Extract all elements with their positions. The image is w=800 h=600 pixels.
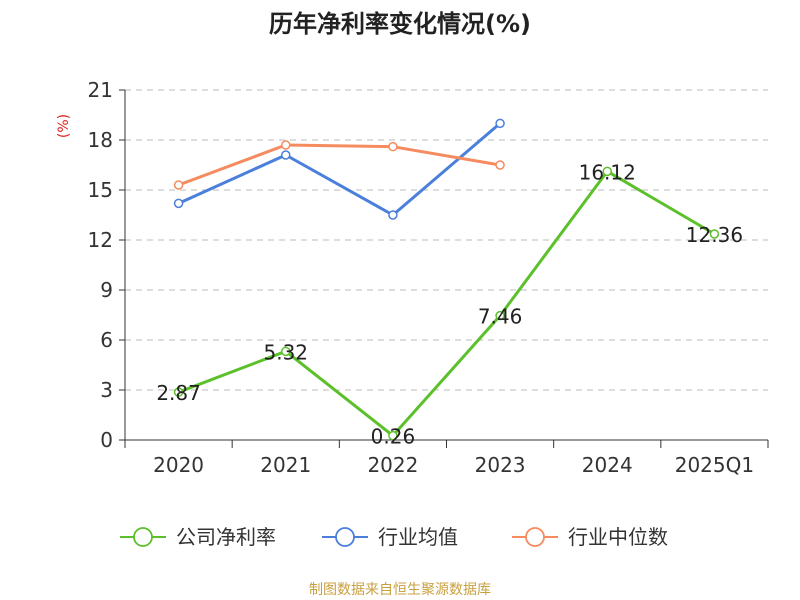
data-label: 12.36 xyxy=(686,223,743,247)
legend-label: 行业中位数 xyxy=(568,525,668,549)
legend-item[interactable]: 行业中位数 xyxy=(512,525,668,549)
series-2 xyxy=(173,140,505,190)
data-label: 0.26 xyxy=(371,425,416,449)
x-tick-label: 2023 xyxy=(475,453,526,477)
series-line xyxy=(177,122,502,217)
x-tick-label: 2020 xyxy=(153,453,204,477)
data-label: 7.46 xyxy=(478,305,523,329)
data-labels: 2.87 5.32 0.26 7.46 16.12 12.36 xyxy=(156,160,743,448)
y-tick-label: 12 xyxy=(88,228,113,252)
series-line xyxy=(178,169,716,438)
source-note: 制图数据来自恒生聚源数据库 xyxy=(309,582,491,598)
data-point xyxy=(388,430,398,441)
legend-item[interactable]: 公司净利率 xyxy=(120,525,276,549)
data-point xyxy=(495,310,505,321)
data-point xyxy=(388,210,398,220)
y-tick-label: 21 xyxy=(88,78,113,102)
series-0 xyxy=(173,166,720,441)
legend: 公司净利率 行业均值 行业中位数 xyxy=(120,525,668,549)
data-point xyxy=(173,387,184,397)
y-axis-unit: (%) xyxy=(56,114,72,138)
x-tick-label: 2022 xyxy=(367,453,418,477)
y-tick-label: 0 xyxy=(100,428,113,452)
x-tick-label: 2024 xyxy=(582,453,633,477)
axes: 0 3 6 9 12 15 18 21 2020 2021 2022 2023 2024 2025Q1 xyxy=(88,78,769,477)
legend-item[interactable]: 行业均值 xyxy=(322,525,458,549)
data-point xyxy=(173,198,184,209)
data-label: 5.32 xyxy=(263,340,308,364)
y-tick-label: 3 xyxy=(100,378,113,402)
series-layer xyxy=(173,118,720,441)
data-point xyxy=(281,150,291,160)
x-tick-label: 2021 xyxy=(260,453,311,477)
y-tick-label: 15 xyxy=(88,178,113,202)
grid xyxy=(125,89,768,391)
data-label: 16.12 xyxy=(579,160,636,184)
y-tick-label: 6 xyxy=(100,328,113,352)
series-line xyxy=(178,143,501,187)
legend-marker xyxy=(525,527,545,547)
chart-title: 历年净利率变化情况(%) xyxy=(269,10,531,38)
series-1 xyxy=(173,118,505,220)
y-tick-label: 18 xyxy=(88,128,113,152)
data-label: 2.87 xyxy=(156,381,201,405)
data-point xyxy=(495,160,505,170)
legend-label: 行业均值 xyxy=(378,525,458,549)
legend-marker xyxy=(133,527,153,547)
legend-label: 公司净利率 xyxy=(176,525,276,549)
data-point xyxy=(495,118,505,129)
data-point xyxy=(602,166,612,177)
data-point xyxy=(281,346,291,357)
legend-marker xyxy=(335,527,355,547)
x-tick-label: 2025Q1 xyxy=(675,453,754,477)
y-tick-label: 9 xyxy=(100,278,113,302)
data-point xyxy=(709,229,720,239)
data-point xyxy=(281,140,291,150)
data-point xyxy=(388,141,398,152)
data-point xyxy=(173,180,184,190)
